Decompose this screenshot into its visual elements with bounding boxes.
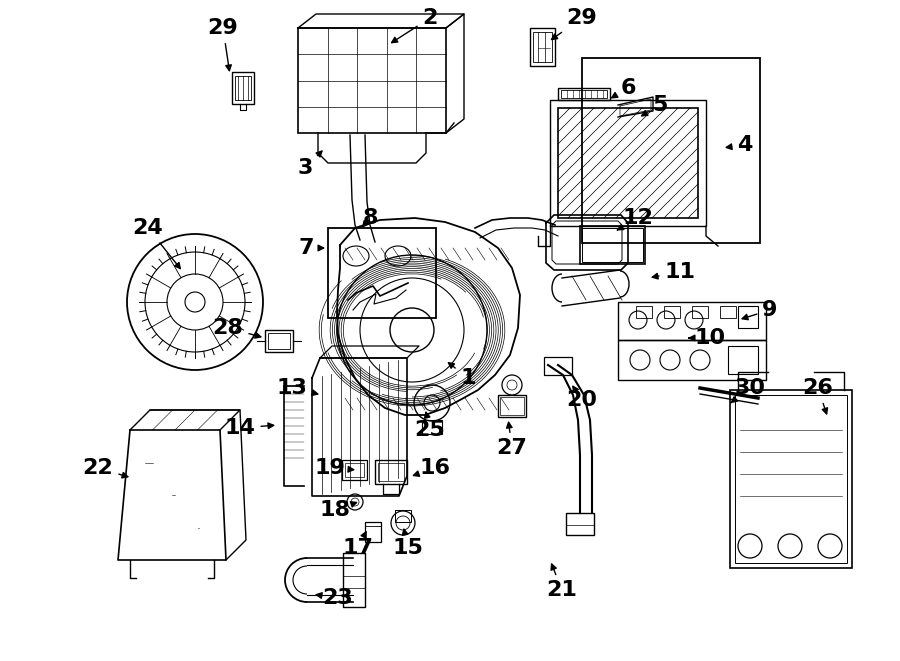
Bar: [580, 226, 645, 264]
Bar: [235, 76, 251, 100]
Bar: [692, 306, 708, 318]
Bar: [728, 346, 758, 374]
Polygon shape: [298, 14, 464, 28]
Bar: [544, 357, 572, 375]
Text: 11: 11: [652, 262, 696, 282]
Bar: [618, 302, 766, 340]
Bar: [720, 306, 736, 318]
Bar: [738, 306, 758, 328]
Text: 29: 29: [208, 18, 238, 71]
Bar: [265, 330, 293, 352]
Text: 3: 3: [297, 151, 322, 178]
Bar: [343, 553, 365, 607]
Bar: [533, 32, 552, 62]
Bar: [618, 340, 766, 380]
Text: 4: 4: [726, 135, 752, 155]
Text: 6: 6: [612, 78, 635, 98]
Text: 14: 14: [225, 418, 274, 438]
Bar: [558, 88, 610, 100]
Bar: [422, 420, 442, 434]
Bar: [558, 108, 698, 218]
Bar: [365, 522, 381, 542]
Polygon shape: [446, 14, 464, 133]
Bar: [328, 228, 436, 318]
Text: 17: 17: [343, 532, 373, 558]
Bar: [375, 460, 407, 484]
Text: 1: 1: [448, 363, 476, 388]
Bar: [550, 100, 706, 226]
Text: 26: 26: [803, 378, 833, 414]
Bar: [730, 390, 852, 568]
Text: 7: 7: [298, 238, 324, 258]
Text: 28: 28: [212, 318, 261, 338]
Text: 21: 21: [546, 564, 578, 600]
Text: 20: 20: [566, 386, 598, 410]
Text: 5: 5: [642, 95, 668, 116]
Text: 25: 25: [415, 412, 446, 440]
Text: 10: 10: [688, 328, 725, 348]
Bar: [342, 460, 367, 480]
Text: 19: 19: [315, 458, 354, 478]
Bar: [395, 510, 411, 522]
Text: 24: 24: [132, 218, 180, 268]
Text: 8: 8: [362, 208, 378, 228]
Bar: [500, 397, 524, 415]
Bar: [664, 306, 680, 318]
Bar: [298, 28, 446, 133]
Bar: [268, 333, 290, 349]
Text: 12: 12: [617, 208, 653, 230]
Bar: [735, 395, 847, 563]
Bar: [378, 463, 404, 481]
Bar: [561, 90, 607, 98]
Bar: [582, 58, 760, 243]
Text: 23: 23: [316, 588, 354, 608]
Text: 15: 15: [392, 529, 423, 558]
Text: 22: 22: [83, 458, 128, 478]
Bar: [498, 395, 526, 417]
Bar: [582, 228, 643, 262]
Bar: [636, 306, 652, 318]
Bar: [232, 72, 254, 104]
Bar: [530, 28, 555, 66]
Text: 27: 27: [497, 422, 527, 458]
Text: 13: 13: [276, 378, 318, 398]
Text: 9: 9: [742, 300, 778, 320]
Text: 16: 16: [413, 458, 451, 478]
Bar: [566, 513, 594, 535]
Text: 2: 2: [392, 8, 437, 43]
Text: 18: 18: [320, 500, 356, 520]
Bar: [345, 463, 364, 477]
Text: 29: 29: [552, 8, 598, 40]
Text: 30: 30: [731, 378, 766, 403]
